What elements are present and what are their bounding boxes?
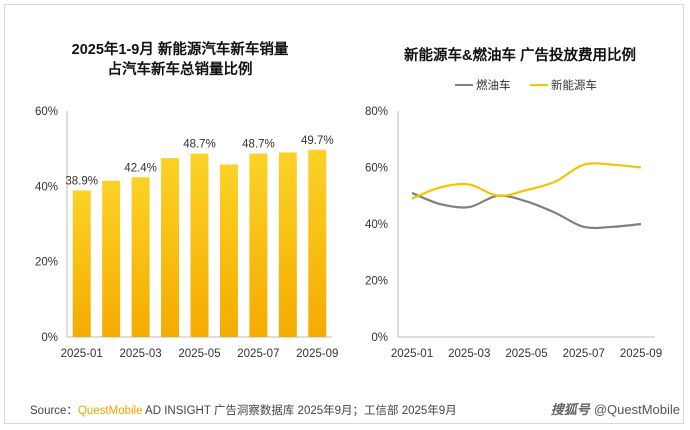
source-note: Source：QuestMobile AD INSIGHT 广告洞察数据库 20…: [30, 402, 457, 418]
line-y-tick-label: 40%: [365, 219, 388, 231]
bar-2025-06: [219, 164, 238, 337]
series-line-新能源车: [411, 162, 642, 200]
legend-label-燃油车: 燃油车: [476, 78, 511, 92]
watermark-platform: 搜狐号: [550, 402, 590, 417]
bar-y-tick-label: 40%: [35, 181, 58, 193]
source-rest: AD INSIGHT 广告洞察数据库 2025年9月；工信部 2025年9月: [142, 405, 457, 417]
legend-label-新能源车: 新能源车: [551, 78, 597, 92]
bar-2025-04: [161, 158, 180, 337]
watermark: 搜狐号 @QuestMobile: [551, 399, 680, 418]
bar-2025-01: [72, 190, 91, 337]
bar-2025-05: [190, 153, 209, 337]
line-y-tick-label: 20%: [365, 276, 388, 288]
bar-2025-07: [249, 153, 268, 337]
line-x-tick-label: 2025-09: [620, 348, 662, 360]
bar-2025-08: [278, 152, 297, 337]
series-line-燃油车: [411, 191, 642, 230]
bar-data-label: 42.4%: [124, 162, 157, 174]
line-y-tick-label: 60%: [365, 163, 388, 175]
line-chart-title: 新能源车&燃油车 广告投放费用比例: [404, 48, 636, 64]
bar-x-tick-label: 2025-03: [120, 348, 162, 360]
line-y-tick-label: 80%: [365, 106, 388, 118]
source-brand: QuestMobile: [77, 405, 143, 417]
bar-2025-03: [131, 177, 150, 337]
bar-x-tick-label: 2025-09: [296, 348, 338, 360]
bar-data-label: 48.7%: [183, 139, 216, 151]
bar-data-label: 48.7%: [242, 139, 275, 151]
line-y-tick-label: 0%: [371, 332, 388, 344]
line-x-tick-label: 2025-05: [505, 348, 547, 360]
bar-data-label: 38.9%: [65, 175, 98, 187]
line-x-tick-label: 2025-07: [563, 348, 605, 360]
bar-x-tick-label: 2025-07: [237, 348, 279, 360]
bar-data-label: 49.7%: [301, 135, 334, 147]
bar-chart-title-line1: 2025年1-9月 新能源汽车新车销量: [71, 42, 289, 58]
bar-chart-title-line2: 占汽车新车总销量比例: [107, 62, 253, 78]
bar-2025-09: [308, 149, 327, 337]
watermark-account: @QuestMobile: [593, 402, 680, 417]
bar-2025-02: [102, 180, 121, 337]
bar-chart-title: 2025年1-9月 新能源汽车新车销量 占汽车新车总销量比例: [30, 40, 330, 80]
bar-x-tick-label: 2025-01: [61, 348, 103, 360]
source-prefix: Source：: [30, 405, 78, 417]
bar-y-tick-label: 60%: [35, 106, 58, 118]
line-x-tick-label: 2025-03: [448, 348, 490, 360]
bar-y-tick-label: 20%: [35, 257, 58, 269]
bar-y-tick-label: 0%: [41, 332, 58, 344]
bar-x-tick-label: 2025-05: [178, 348, 220, 360]
line-x-tick-label: 2025-01: [391, 348, 433, 360]
